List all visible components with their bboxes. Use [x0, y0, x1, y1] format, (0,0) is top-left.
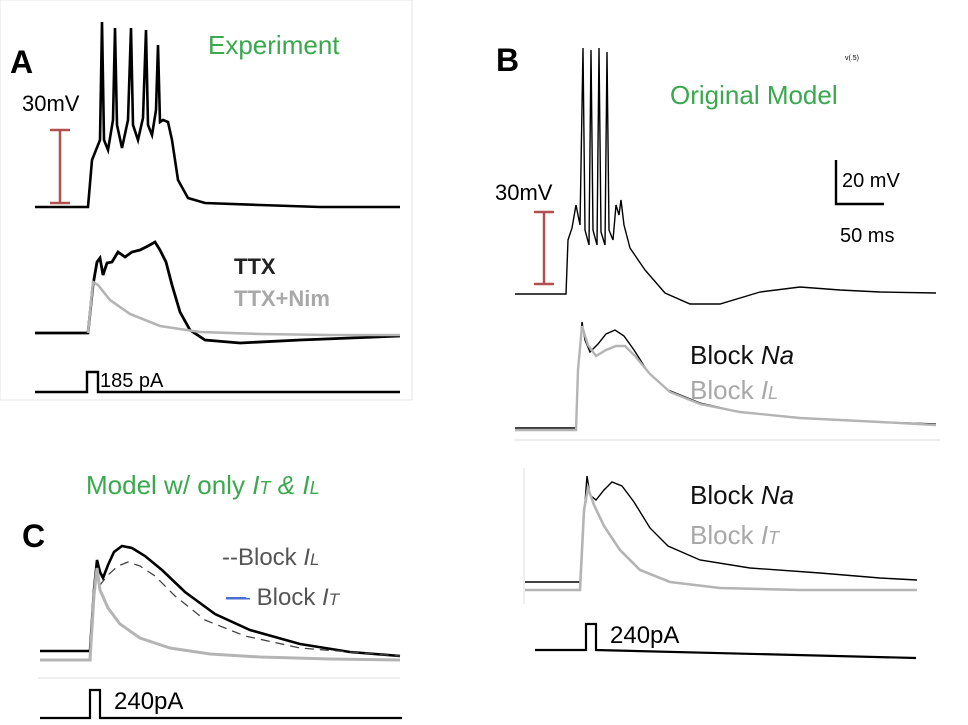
panel-b-scale-bar	[534, 210, 554, 286]
panel-b-model-trace	[515, 47, 937, 305]
title-ion: I	[252, 470, 260, 500]
panel-a-ttx-trace	[35, 240, 401, 345]
legend-ion: Na	[760, 480, 795, 510]
legend-text: Block	[690, 375, 761, 405]
legend-ion: I	[322, 584, 329, 611]
panel-b-stim-label: 240pA	[610, 622, 680, 649]
panel-a-stim-label: 185 pA	[100, 370, 164, 392]
panel-b-title: Original Model	[670, 80, 838, 110]
panel-c-stim-label: 240pA	[114, 688, 184, 715]
legend-text: Block	[250, 584, 323, 611]
panel-a-frame	[0, 0, 413, 401]
panel-b-scale-label: 30mV	[495, 180, 553, 205]
title-ion: I	[302, 470, 310, 500]
legend-ion-sub: T	[328, 590, 339, 609]
panel-b-tiny-label: v(.5)	[845, 55, 859, 62]
title-ion-sub: T	[259, 478, 271, 498]
legend-ion: Na	[760, 340, 795, 370]
panel-b-scalebar-mv: 20 mV	[842, 170, 900, 192]
panel-a-scale-bar	[50, 128, 70, 205]
legend-ion-sub: L	[310, 550, 320, 569]
legend-text: --Block	[222, 544, 304, 571]
panel-b-block-il-trace	[515, 325, 937, 432]
panel-b-time-scale-bar	[834, 160, 884, 206]
legend-ion-sub: L	[768, 383, 779, 403]
panel-c-stimulus	[40, 688, 402, 720]
panel-a-ttx-nim-trace	[86, 279, 400, 337]
title-text: Model w/ only	[86, 470, 253, 500]
legend-dash: —	[226, 584, 250, 611]
legend-text: Block	[690, 340, 761, 370]
panel-a-letter: A	[10, 44, 34, 80]
panel-b-legend2-block-na: Block Na	[690, 482, 794, 508]
panel-c-title: Model w/ only IT & IL	[86, 472, 320, 498]
panel-b-scalebar-ms: 50 ms	[840, 225, 895, 247]
panel-b-block-it-trace	[525, 482, 917, 592]
panel-a-stimulus	[35, 370, 400, 394]
panel-b-legend1-block-il: Block IL	[690, 377, 778, 403]
title-ion-sub: L	[309, 478, 320, 498]
panel-c-legend-block-il: --Block IL	[222, 546, 319, 570]
panel-a-legend-ttx: TTX	[234, 254, 276, 279]
legend-text: Block	[690, 520, 761, 550]
panel-b-legend1-block-na: Block Na	[690, 342, 794, 368]
panel-a-experiment-trace	[35, 21, 400, 209]
legend-ion: I	[760, 375, 769, 405]
panel-b-letter: B	[496, 42, 520, 78]
panel-b-stimulus	[535, 622, 917, 660]
legend-ion-sub: T	[768, 528, 780, 548]
title-amp: &	[270, 470, 303, 500]
panel-a-title: Experiment	[208, 30, 340, 60]
panel-a-scale-label: 30mV	[22, 91, 80, 116]
panel-b-legend2-block-it: Block IT	[690, 522, 779, 548]
legend-ion: I	[303, 544, 311, 571]
panel-a-legend-ttx-nim: TTX+Nim	[234, 286, 330, 311]
panel-c-block-it-trace	[40, 567, 401, 662]
panel-c-letter: C	[22, 518, 46, 554]
legend-text: Block	[690, 480, 761, 510]
panel-c-model-trace	[40, 544, 401, 658]
legend-ion: I	[760, 520, 769, 550]
panel-c-legend-block-it: — Block IT	[226, 586, 339, 610]
